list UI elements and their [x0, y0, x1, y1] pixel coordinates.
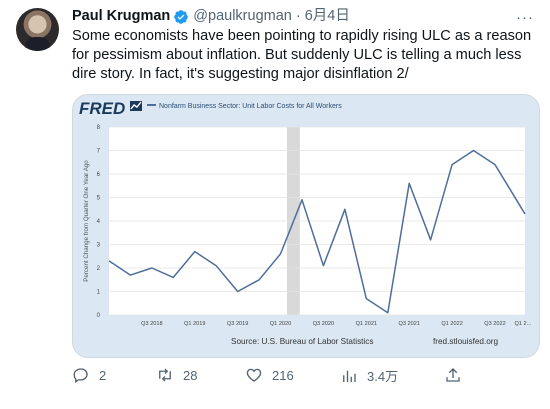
share-icon	[446, 368, 460, 382]
views-count: 3.4万	[367, 369, 399, 384]
action-bar: 2 28 216 3.4万	[72, 366, 538, 388]
like-count: 216	[272, 367, 294, 383]
legend-label: Nonfarm Business Sector: Unit Labor Cost…	[159, 103, 342, 110]
x-tick-label: Q3 2022	[484, 321, 505, 327]
tweet-text: Some economists have been pointing to ra…	[72, 28, 532, 82]
heart-icon	[246, 368, 262, 382]
retweet-icon	[159, 368, 171, 382]
x-tick-label: Q1 2021	[356, 321, 377, 327]
retweet-count: 28	[183, 367, 198, 383]
header-separator: ·	[295, 8, 301, 24]
x-tick-label: Q1 2...	[514, 321, 531, 327]
reply-button[interactable]: 2	[72, 366, 106, 384]
author-handle[interactable]: @paulkrugman	[193, 8, 292, 24]
fred-logo: FRED	[79, 99, 125, 118]
like-button[interactable]: 216	[245, 366, 294, 384]
x-tick-label: Q3 2018	[141, 321, 162, 327]
verified-badge-icon	[174, 9, 189, 24]
y-tick-label: 2	[97, 266, 101, 272]
x-tick-label: Q1 2022	[441, 321, 462, 327]
x-tick-label: Q1 2019	[184, 321, 205, 327]
retweet-button[interactable]: 28	[156, 366, 197, 384]
site-url[interactable]: fred.stlouisfed.org	[433, 337, 499, 346]
y-axis-label: Percent Change from Quarter One Year Ago	[83, 160, 90, 282]
x-tick-label: Q3 2021	[398, 321, 419, 327]
author-name[interactable]: Paul Krugman	[72, 8, 171, 24]
reply-icon	[73, 368, 88, 384]
views-button[interactable]: 3.4万	[340, 366, 398, 385]
y-tick-label: 8	[97, 125, 101, 131]
y-tick-label: 3	[97, 243, 101, 249]
x-tick-label: Q3 2020	[313, 321, 334, 327]
tweet-date[interactable]: 6月4日	[304, 8, 350, 24]
y-tick-label: 5	[97, 196, 101, 202]
ulc-series-line	[108, 149, 526, 314]
reply-count: 2	[99, 367, 107, 383]
source-text: Source: U.S. Bureau of Labor Statistics	[231, 337, 373, 346]
y-tick-label: 6	[97, 172, 101, 178]
author-avatar[interactable]	[16, 8, 59, 51]
x-tick-label: Q1 2020	[270, 321, 291, 327]
y-tick-label: 0	[97, 313, 101, 319]
chart-card[interactable]: FRED Nonfarm Business Sector: Unit Labor…	[72, 94, 540, 358]
x-tick-label: Q3 2019	[227, 321, 248, 327]
more-options-icon[interactable]: ···	[516, 9, 534, 26]
fred-chart: FRED Nonfarm Business Sector: Unit Labor…	[79, 99, 532, 346]
tweet-header: Paul Krugman @paulkrugman · 6月4日	[72, 7, 350, 26]
fred-logo-icon	[130, 101, 142, 111]
share-button[interactable]	[444, 366, 471, 384]
views-chart-icon	[343, 370, 356, 382]
y-tick-label: 1	[97, 290, 101, 296]
y-tick-label: 4	[97, 219, 101, 225]
y-tick-label: 7	[97, 149, 101, 155]
